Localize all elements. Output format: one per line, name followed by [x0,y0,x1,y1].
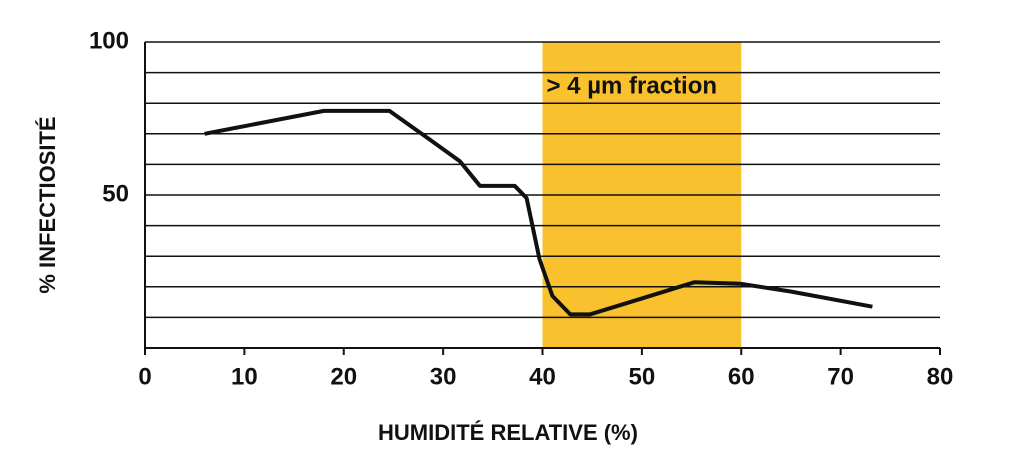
x-tick-label: 40 [529,363,556,390]
x-tick-label: 30 [430,363,457,390]
x-tick-label: 70 [827,363,854,390]
y-axis-label: % INFECTIOSITÉ [35,116,60,293]
x-tick-label: 50 [629,363,656,390]
data-line [204,108,873,317]
y-tick-label: 100 [89,27,129,54]
y-tick-label: 50 [102,180,129,207]
x-tick-label: 80 [927,363,954,390]
x-tick-label: 10 [231,363,258,390]
x-tick-label: 60 [728,363,755,390]
x-tick-label: 0 [138,363,151,390]
x-axis-label: HUMIDITÉ RELATIVE (%) [378,420,638,445]
x-tick-label: 20 [330,363,357,390]
annotation: > 4 µm fraction [547,72,718,99]
